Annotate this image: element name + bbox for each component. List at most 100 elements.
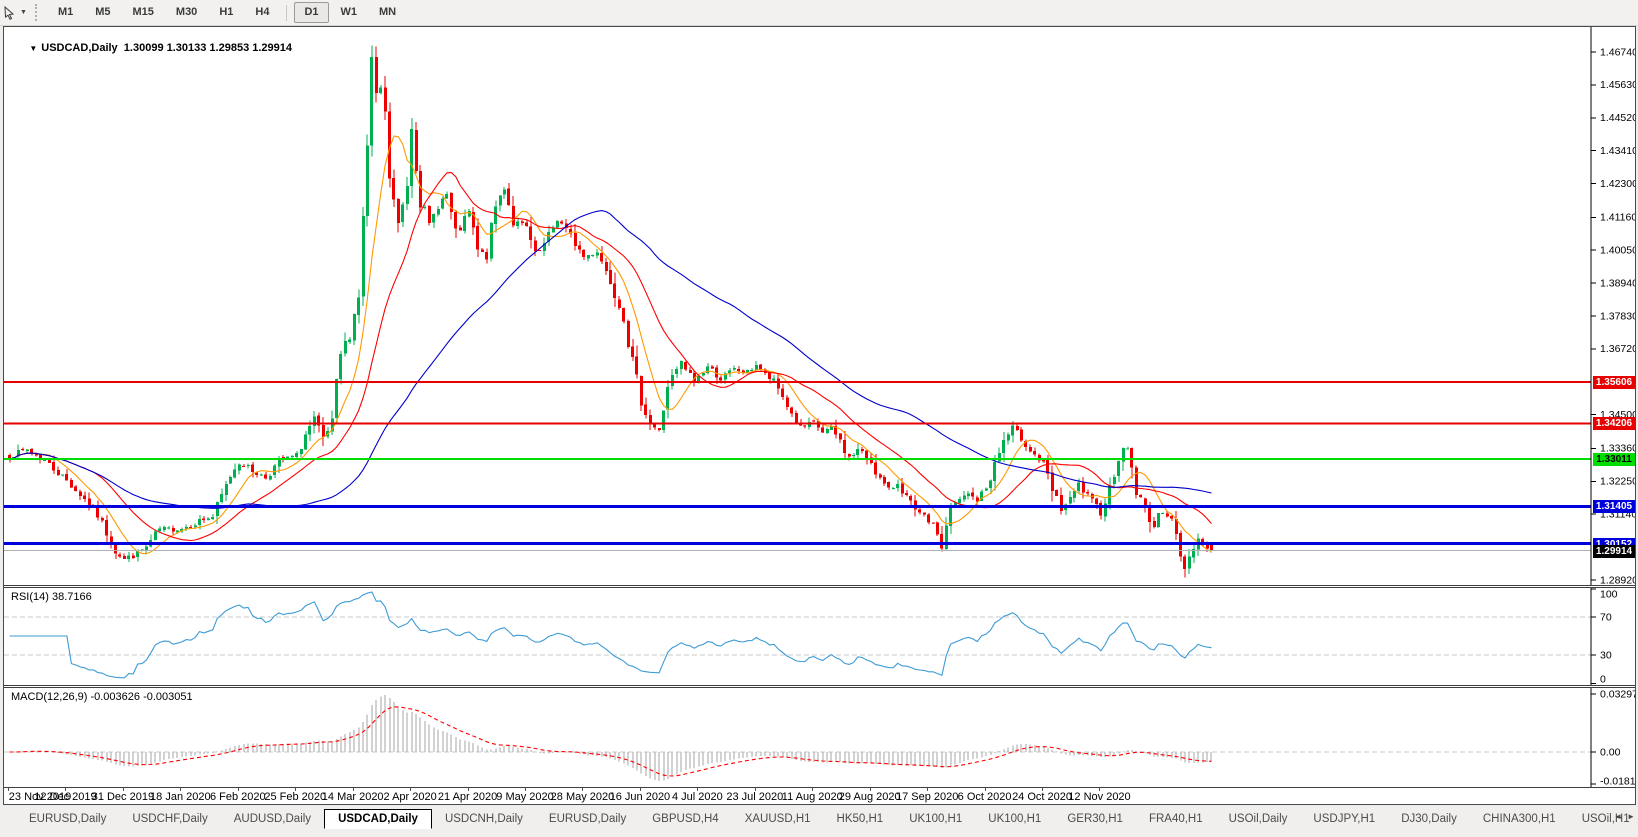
svg-text:30: 30 <box>1600 649 1612 661</box>
date-tick <box>295 788 296 791</box>
timeframe-button-d1[interactable]: D1 <box>294 2 329 23</box>
svg-text:0: 0 <box>1600 673 1606 685</box>
chart-ohlc-values: 1.30099 1.30133 1.29853 1.29914 <box>123 42 293 54</box>
rsi-label: RSI(14) 38.7166 <box>11 591 92 603</box>
date-tick <box>180 788 181 791</box>
date-label: 12 Nov 2020 <box>1068 791 1131 803</box>
date-label: 14 Mar 2020 <box>321 791 384 803</box>
tab-eurusd-daily-0[interactable]: EURUSD,Daily <box>29 813 107 825</box>
date-label: 28 May 2020 <box>550 791 615 803</box>
svg-text:1.43410: 1.43410 <box>1600 145 1635 157</box>
svg-text:1.38940: 1.38940 <box>1600 277 1635 289</box>
tab-eurusd-daily-5[interactable]: EURUSD,Daily <box>548 813 627 825</box>
chart-title: ▼ USDCAD,Daily 1.30099 1.30133 1.29853 1.… <box>11 30 292 66</box>
svg-text:1.37830: 1.37830 <box>1600 310 1635 322</box>
date-tick <box>8 788 9 791</box>
svg-text:1.36720: 1.36720 <box>1600 343 1635 355</box>
tab-usdcnh-daily-4[interactable]: USDCNH,Daily <box>444 813 523 825</box>
macd-label: MACD(12,26,9) -0.003626 -0.003051 <box>11 691 193 703</box>
tab-usoil-h1-17[interactable]: USOil,H1 <box>1581 813 1630 825</box>
svg-text:1.46740: 1.46740 <box>1600 46 1635 58</box>
price-panel: 1.46740 1.45630 1.44520 1.43410 1.42300 1.411… <box>4 27 1638 586</box>
level-price-badge: 1.31405 <box>1593 500 1635 513</box>
date-label: 25 Feb 2020 <box>264 791 327 803</box>
date-label: 29 Aug 2020 <box>838 791 901 803</box>
date-label: 12 Dec 2019 <box>34 791 97 803</box>
date-axis-divider <box>4 787 1635 788</box>
macd-panel: 0.032972 0.00 -0.018154 MACD(12,26,9) -0.0… <box>4 688 1638 787</box>
tab-audusd-daily-2[interactable]: AUDUSD,Daily <box>233 813 312 825</box>
collapse-triangle-icon: ▼ <box>29 44 38 53</box>
date-label: 6 Feb 2020 <box>209 791 266 803</box>
date-tick <box>1042 788 1043 791</box>
timeframe-button-m1[interactable]: M1 <box>57 6 74 18</box>
date-label: 17 Sep 2020 <box>895 791 959 803</box>
tab-scroll-right-icon[interactable]: ► <box>1627 812 1635 821</box>
tab-usoil-daily-13[interactable]: USOil,Daily <box>1228 813 1288 825</box>
svg-text:1.28920: 1.28920 <box>1600 574 1635 585</box>
panel-divider-2[interactable] <box>4 685 1635 688</box>
date-label: 11 Aug 2020 <box>781 791 843 803</box>
tab-usdcad-daily-3[interactable]: USDCAD,Daily <box>324 809 432 829</box>
tab-china300-h1-16[interactable]: CHINA300,H1 <box>1482 813 1556 825</box>
toolbar-separator <box>286 4 288 21</box>
date-label: 16 Jun 2020 <box>609 791 671 803</box>
date-tick <box>697 788 698 791</box>
panel-divider[interactable] <box>4 585 1635 588</box>
tab-ger30-h1-11[interactable]: GER30,H1 <box>1067 813 1123 825</box>
date-tick <box>410 788 411 791</box>
date-tick <box>985 788 986 791</box>
last-price-badge: 1.29914 <box>1593 545 1635 558</box>
level-price-badge: 1.34206 <box>1593 417 1635 430</box>
chart-tool-button[interactable]: ▼ <box>2 5 27 21</box>
cursor-tool-icon <box>4 5 15 20</box>
date-label: 9 May 2020 <box>496 791 554 803</box>
timeframe-button-mn[interactable]: MN <box>379 6 397 18</box>
tab-fra40-h1-12[interactable]: FRA40,H1 <box>1148 813 1203 825</box>
tab-xauusd-h1-7[interactable]: XAUUSD,H1 <box>744 813 811 825</box>
svg-text:1.32250: 1.32250 <box>1600 476 1635 488</box>
svg-text:1.40050: 1.40050 <box>1600 245 1635 257</box>
date-tick <box>65 788 66 791</box>
date-tick <box>927 788 928 791</box>
timeframe-buttons: M1 M5 M15 M30 H1 H4 D1 W1 MN <box>47 2 407 23</box>
date-label: 23 Nov 2019 <box>8 791 72 803</box>
date-tick <box>525 788 526 791</box>
toolbar-grip <box>34 4 40 21</box>
date-tick <box>870 788 871 791</box>
tab-gbpusd-h4-6[interactable]: GBPUSD,H4 <box>652 813 719 825</box>
date-label: 6 Oct 2020 <box>957 791 1012 803</box>
timeframe-button-m5[interactable]: M5 <box>95 6 111 18</box>
timeframe-button-h1[interactable]: H1 <box>219 6 234 18</box>
tab-dj30-daily-15[interactable]: DJ30,Daily <box>1401 813 1457 825</box>
tab-usdjpy-h1-14[interactable]: USDJPY,H1 <box>1313 813 1376 825</box>
svg-text:70: 70 <box>1600 611 1612 623</box>
date-axis: 23 Nov 2019 12 Dec 2019 31 Dec 2019 18 Jan … <box>4 788 1635 804</box>
symbol-tabs: EURUSD,Daily USDCHF,Daily AUDUSD,Daily USDC… <box>0 807 1638 829</box>
date-tick <box>640 788 641 791</box>
tab-usdchf-daily-1[interactable]: USDCHF,Daily <box>132 813 208 825</box>
timeframe-button-h4[interactable]: H4 <box>255 6 270 18</box>
price-chart-canvas[interactable]: 1.46740 1.45630 1.44520 1.43410 1.42300 1.411… <box>4 27 1638 590</box>
tab-uk100-h1-9[interactable]: UK100,H1 <box>909 813 963 825</box>
date-label: 31 Dec 2019 <box>91 791 155 803</box>
rsi-canvas[interactable]: 100 70 30 0 <box>4 588 1635 690</box>
date-tick <box>353 788 354 791</box>
date-tick <box>812 788 813 791</box>
date-tick <box>582 788 583 791</box>
timeframe-button-m30[interactable]: M30 <box>175 6 198 18</box>
date-tick <box>123 788 124 791</box>
date-label: 23 Jul 2020 <box>726 791 784 803</box>
tab-scroll-left-icon[interactable]: ◄ <box>1614 812 1623 821</box>
timeframe-button-w1[interactable]: W1 <box>340 6 358 18</box>
top-toolbar: ▼ M1 M5 M15 M30 H1 H4 D1 W1 MN <box>0 0 1638 26</box>
date-tick <box>238 788 239 791</box>
date-label: 21 Apr 2020 <box>437 791 498 803</box>
timeframe-button-m15[interactable]: M15 <box>132 6 154 18</box>
macd-canvas[interactable]: 0.032972 0.00 -0.018154 <box>4 688 1638 792</box>
svg-text:1.45630: 1.45630 <box>1600 79 1635 91</box>
tab-uk100-h1-10[interactable]: UK100,H1 <box>988 813 1042 825</box>
date-tick <box>1099 788 1100 791</box>
tab-hk50-h1-8[interactable]: HK50,H1 <box>836 813 884 825</box>
tab-scroll-nav: ◄ ► <box>1614 812 1635 821</box>
